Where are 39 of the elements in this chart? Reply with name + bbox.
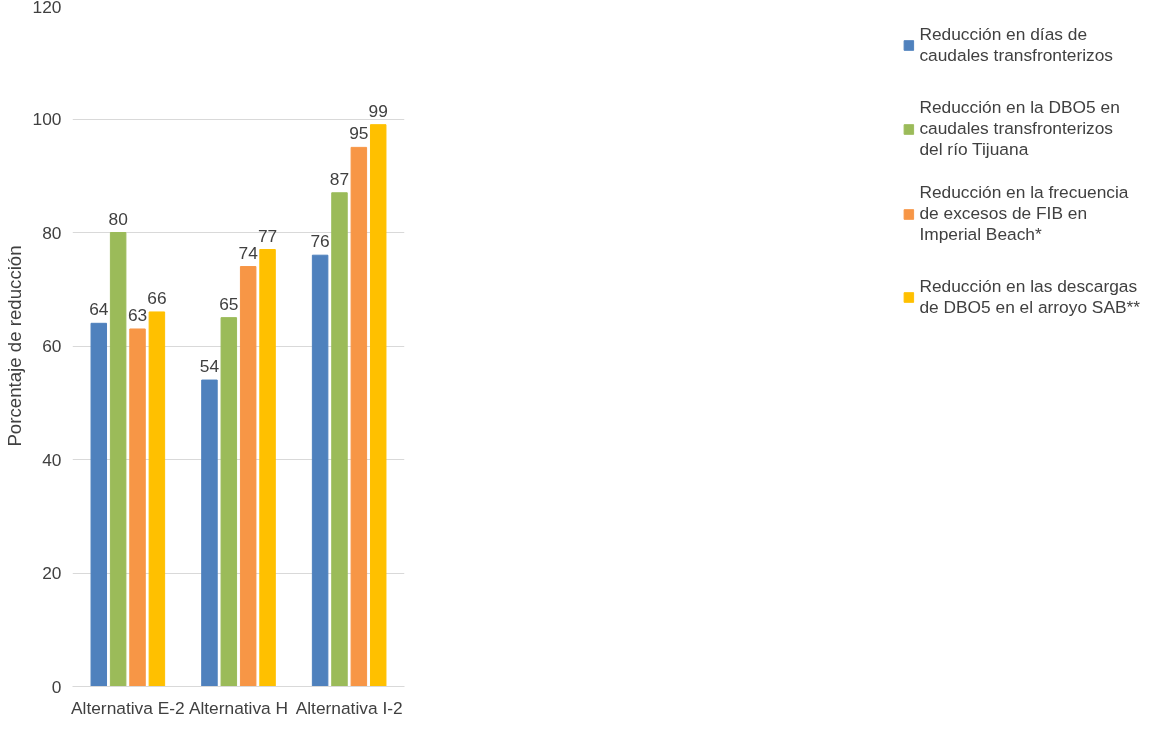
y-tick-label: 40	[42, 449, 62, 470]
bar	[90, 322, 108, 687]
x-tick-label: Alternativa I-2	[295, 697, 403, 718]
data-label: 77	[257, 225, 278, 246]
x-tick-label: Alternativa E-2	[71, 697, 185, 718]
bar	[148, 311, 166, 687]
legend-label: Reducción en días de caudales transfronterizos	[919, 23, 1114, 67]
bar	[129, 328, 146, 687]
data-label: 76	[310, 231, 330, 252]
bar	[201, 379, 218, 687]
bar	[109, 232, 127, 687]
data-label: 54	[199, 356, 220, 377]
bar	[350, 146, 368, 687]
data-label: 63	[127, 304, 148, 325]
data-label: 66	[147, 287, 167, 308]
data-label: 87	[329, 168, 350, 189]
data-label: 99	[368, 100, 388, 121]
legend-label: Reducción en las descargas de DBO5 en el arroyo SAB**	[919, 275, 1140, 319]
bar	[331, 192, 348, 687]
y-tick-label: 20	[42, 563, 62, 583]
y-axis-title: Porcentaje de reducción	[3, 245, 25, 447]
y-tick-label: 0	[51, 676, 62, 697]
y-tick-label: 60	[42, 336, 62, 356]
x-tick-label: Alternativa H	[188, 697, 289, 718]
bar	[220, 317, 238, 687]
y-tick-label: 80	[42, 222, 62, 243]
y-tick-label: 120	[32, 0, 62, 17]
legend-label: Reducción en la DBO5 en caudales transfronterizos del río Tijuana	[919, 97, 1120, 160]
data-label: 74	[238, 242, 259, 263]
legend-label: Reducción en la frecuencia de excesos de FIB en Imperial Beach*	[919, 182, 1129, 245]
data-label: 65	[219, 293, 239, 314]
bar	[311, 254, 329, 687]
data-label: 80	[108, 208, 128, 229]
data-label: 64	[89, 299, 109, 320]
y-tick-label: 100	[32, 109, 62, 129]
bar	[239, 266, 257, 687]
bar	[259, 249, 276, 687]
bar	[369, 124, 387, 687]
data-label: 95	[349, 123, 369, 144]
